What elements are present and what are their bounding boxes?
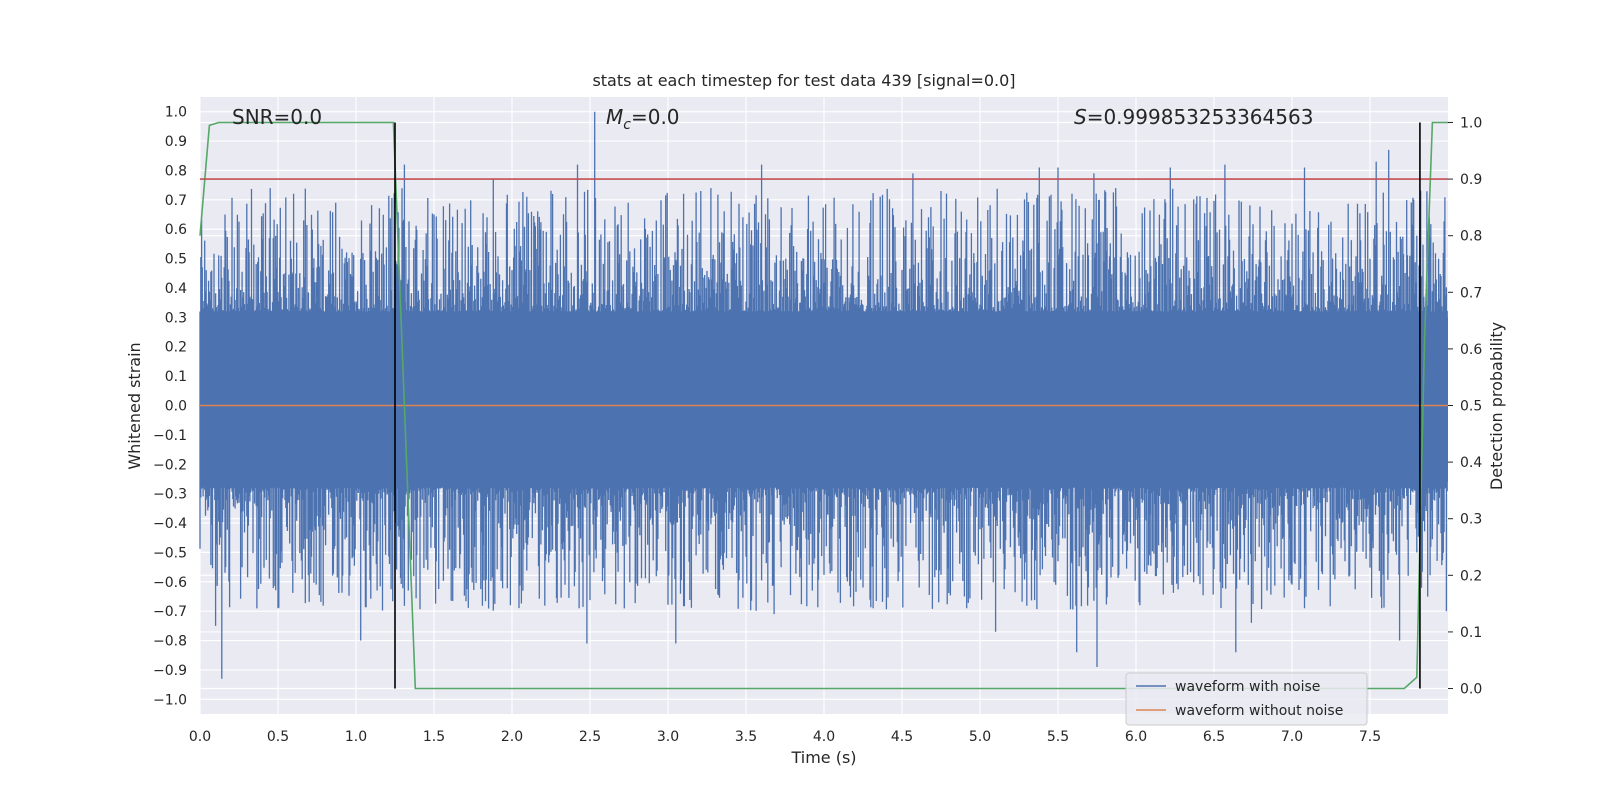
annotation-mc-value: =0.0 [631, 105, 680, 129]
annotation-s-symbol: S [1074, 105, 1087, 129]
y-left-tick-label: −0.7 [153, 604, 187, 620]
x-tick-labels: 0.0 0.5 1.0 1.5 2.0 2.5 3.0 3.5 4.0 4.5 5.0 5.5 6.0 6… [189, 729, 1381, 745]
legend: waveform with noise waveform without noi… [1125, 672, 1368, 726]
x-tick-label: 4.0 [813, 729, 835, 745]
annotation-s-value: =0.999853253364563 [1087, 105, 1314, 129]
x-tick-label: 2.0 [501, 729, 523, 745]
y-left-tick-label: 1.0 [165, 105, 187, 121]
y-left-tick-label: −0.4 [153, 516, 187, 532]
y-right-axis-label: Detection probability [1487, 322, 1506, 490]
annotation-mc-subscript: c [623, 117, 631, 133]
y-left-tick-label: −0.6 [153, 575, 187, 591]
annotation-mc-symbol: M [606, 105, 623, 129]
x-tick-label: 3.5 [735, 729, 757, 745]
y-left-axis-label: Whitened strain [125, 342, 144, 469]
x-tick-label: 3.0 [657, 729, 679, 745]
y-left-tick-label: −0.1 [153, 428, 187, 444]
annotation-s: S=0.999853253364563 [1074, 105, 1313, 129]
y-left-tick-labels: 1.0 0.9 0.8 0.7 0.6 0.5 0.4 0.3 0.2 0.1 0.0 −0.1 −0.… [153, 105, 187, 709]
noise-spikes [199, 111, 1448, 679]
x-tick-label: 5.5 [1047, 729, 1069, 745]
y-right-tick-label: 0.7 [1460, 285, 1482, 301]
annotation-mc: Mc=0.0 [606, 105, 680, 133]
x-tick-label: 6.0 [1125, 729, 1147, 745]
y-left-tick-label: −0.3 [153, 487, 187, 503]
series-waveform-with-noise [199, 111, 1448, 679]
x-tick-label: 7.5 [1359, 729, 1381, 745]
x-tick-label: 1.5 [423, 729, 445, 745]
y-left-tick-label: −0.8 [153, 634, 187, 650]
x-tick-label: 5.0 [969, 729, 991, 745]
y-left-tick-label: −1.0 [153, 692, 187, 708]
y-left-tick-label: 0.0 [165, 399, 187, 415]
y-right-tick-label: 0.0 [1460, 682, 1482, 698]
y-left-tick-label: 0.1 [165, 369, 187, 385]
y-left-tick-label: −0.9 [153, 663, 187, 679]
annotation-snr: SNR=0.0 [232, 105, 322, 129]
legend-label-clean: waveform without noise [1175, 703, 1343, 719]
y-right-tick-label: 0.4 [1460, 455, 1482, 471]
y-left-tick-label: 0.6 [165, 222, 187, 238]
y-right-tick-label: 0.2 [1460, 568, 1482, 584]
x-tick-label: 6.5 [1203, 729, 1225, 745]
y-right-tick-label: 0.8 [1460, 229, 1482, 245]
y-left-tick-label: 0.2 [165, 340, 187, 356]
y-left-tick-label: −0.5 [153, 545, 187, 561]
x-tick-label: 4.5 [891, 729, 913, 745]
legend-label-noise: waveform with noise [1175, 679, 1320, 695]
y-right-tick-label: 0.6 [1460, 342, 1482, 358]
y-left-tick-label: 0.4 [165, 281, 187, 297]
y-left-tick-label: 0.5 [165, 252, 187, 268]
x-tick-label: 7.0 [1281, 729, 1303, 745]
x-axis-label: Time (s) [790, 748, 856, 767]
y-left-tick-label: 0.7 [165, 193, 187, 209]
chart-title: stats at each timestep for test data 439… [592, 71, 1015, 90]
x-tick-label: 1.0 [345, 729, 367, 745]
x-tick-label: 0.5 [267, 729, 289, 745]
y-right-tick-label: 1.0 [1460, 115, 1482, 131]
y-right-tick-label: 0.1 [1460, 625, 1482, 641]
x-tick-label: 2.5 [579, 729, 601, 745]
y-right-tick-labels: 1.0 0.9 0.8 0.7 0.6 0.5 0.4 0.3 0.2 0.1 0.0 [1448, 115, 1482, 698]
x-tick-label: 0.0 [189, 729, 211, 745]
series-line-2 [199, 121, 1448, 690]
y-left-tick-label: 0.8 [165, 163, 187, 179]
y-left-tick-label: −0.2 [153, 457, 187, 473]
legend-box [1125, 672, 1368, 726]
y-right-tick-label: 0.5 [1460, 399, 1482, 415]
y-right-tick-label: 0.9 [1460, 172, 1482, 188]
y-left-tick-label: 0.3 [165, 310, 187, 326]
series-lines [199, 121, 1448, 690]
y-left-tick-label: 0.9 [165, 134, 187, 150]
y-right-tick-label: 0.3 [1460, 512, 1482, 528]
